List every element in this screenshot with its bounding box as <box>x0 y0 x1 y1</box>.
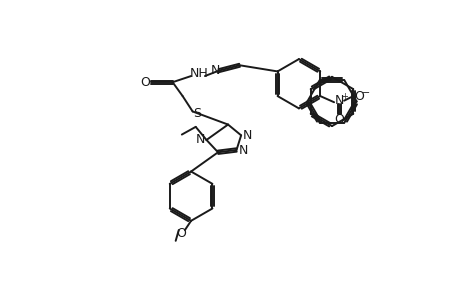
Text: NH: NH <box>189 67 208 80</box>
Text: N: N <box>242 129 252 142</box>
Text: O: O <box>140 76 150 89</box>
Text: N: N <box>195 134 205 146</box>
Text: N: N <box>238 144 247 157</box>
Text: N: N <box>210 64 219 77</box>
Text: S: S <box>193 107 201 120</box>
Text: +: + <box>341 92 347 100</box>
Text: O: O <box>334 113 344 126</box>
Text: O: O <box>176 226 185 240</box>
Text: N: N <box>334 94 343 107</box>
Text: O: O <box>353 90 363 103</box>
Text: −: − <box>361 88 369 98</box>
